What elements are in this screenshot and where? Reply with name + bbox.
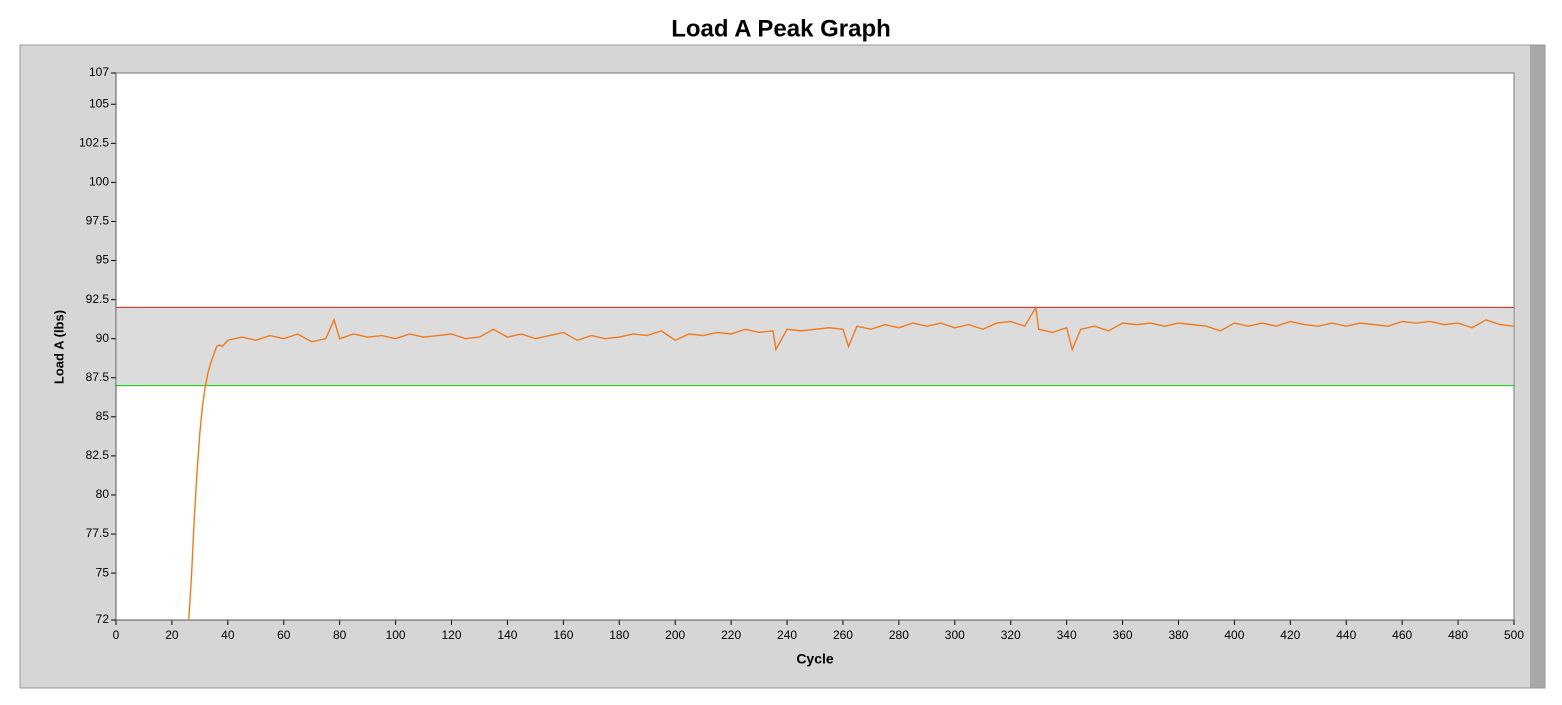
x-tick-label: 300 [945, 628, 965, 642]
x-tick-label: 360 [1113, 628, 1133, 642]
x-tick-label: 80 [333, 628, 347, 642]
x-tick-label: 380 [1168, 628, 1188, 642]
x-tick-label: 440 [1336, 628, 1356, 642]
y-tick-label: 77.5 [86, 526, 110, 540]
chart-title: Load A Peak Graph [671, 15, 891, 42]
x-tick-label: 240 [777, 628, 797, 642]
y-tick-label: 97.5 [86, 214, 110, 228]
data-line [188, 305, 1515, 621]
x-tick-label: 120 [442, 628, 462, 642]
y-tick-label: 82.5 [86, 448, 110, 462]
x-tick-label: 60 [277, 628, 291, 642]
y-tick-label: 85 [96, 409, 110, 423]
y-tick-label: 95 [96, 253, 110, 267]
frame-border [19, 44, 1546, 689]
y-tick-label: 80 [96, 487, 110, 501]
x-tick-label: 340 [1057, 628, 1077, 642]
y-tick-label: 90 [96, 331, 110, 345]
y-tick-label: 102.5 [79, 136, 109, 150]
x-axis-label: Cycle [796, 651, 834, 667]
y-tick-label: 92.5 [86, 292, 110, 306]
y-tick-label: 75 [96, 565, 110, 579]
limit-band [117, 307, 1513, 386]
y-tick-label: 105 [89, 96, 109, 110]
x-tick-label: 40 [221, 628, 235, 642]
x-tick-label: 100 [386, 628, 406, 642]
frame-edge [1530, 45, 1545, 688]
x-tick-label: 320 [1001, 628, 1021, 642]
x-tick-label: 20 [165, 628, 179, 642]
x-tick-label: 200 [665, 628, 685, 642]
x-tick-label: 160 [553, 628, 573, 642]
x-tick-label: 180 [609, 628, 629, 642]
y-tick-label: 100 [89, 175, 109, 189]
x-tick-label: 480 [1448, 628, 1468, 642]
x-tick-label: 400 [1224, 628, 1244, 642]
x-tick-label: 220 [721, 628, 741, 642]
x-tick-label: 0 [113, 628, 120, 642]
y-tick-label: 72 [96, 612, 110, 626]
y-tick-label: 87.5 [86, 370, 110, 384]
x-tick-label: 260 [833, 628, 853, 642]
y-axis-label: Load A (lbs) [51, 310, 66, 384]
x-tick-label: 500 [1504, 628, 1524, 642]
y-tick-label: 107 [89, 65, 109, 79]
x-tick-label: 280 [889, 628, 909, 642]
x-tick-label: 420 [1280, 628, 1300, 642]
x-tick-label: 140 [497, 628, 517, 642]
x-tick-label: 460 [1392, 628, 1412, 642]
